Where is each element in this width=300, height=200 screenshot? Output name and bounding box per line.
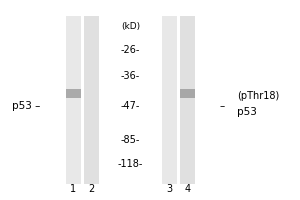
Bar xyxy=(180,89,195,98)
Bar xyxy=(66,16,81,184)
Text: p53: p53 xyxy=(237,107,257,117)
Text: -85-: -85- xyxy=(121,135,140,145)
Text: 4: 4 xyxy=(184,184,190,194)
Text: -36-: -36- xyxy=(121,71,140,81)
Text: -26-: -26- xyxy=(121,45,140,55)
Text: –: – xyxy=(220,101,229,111)
Text: (kD): (kD) xyxy=(121,21,140,30)
Bar xyxy=(84,16,99,184)
Text: -47-: -47- xyxy=(121,101,140,111)
Bar xyxy=(162,16,177,184)
Bar xyxy=(180,16,195,184)
Text: 3: 3 xyxy=(167,184,172,194)
Text: (pThr18): (pThr18) xyxy=(237,91,279,101)
Text: p53 –: p53 – xyxy=(12,101,40,111)
Text: 1: 1 xyxy=(70,184,76,194)
Bar xyxy=(66,89,81,98)
Text: -118-: -118- xyxy=(118,159,143,169)
Text: 2: 2 xyxy=(88,184,94,194)
